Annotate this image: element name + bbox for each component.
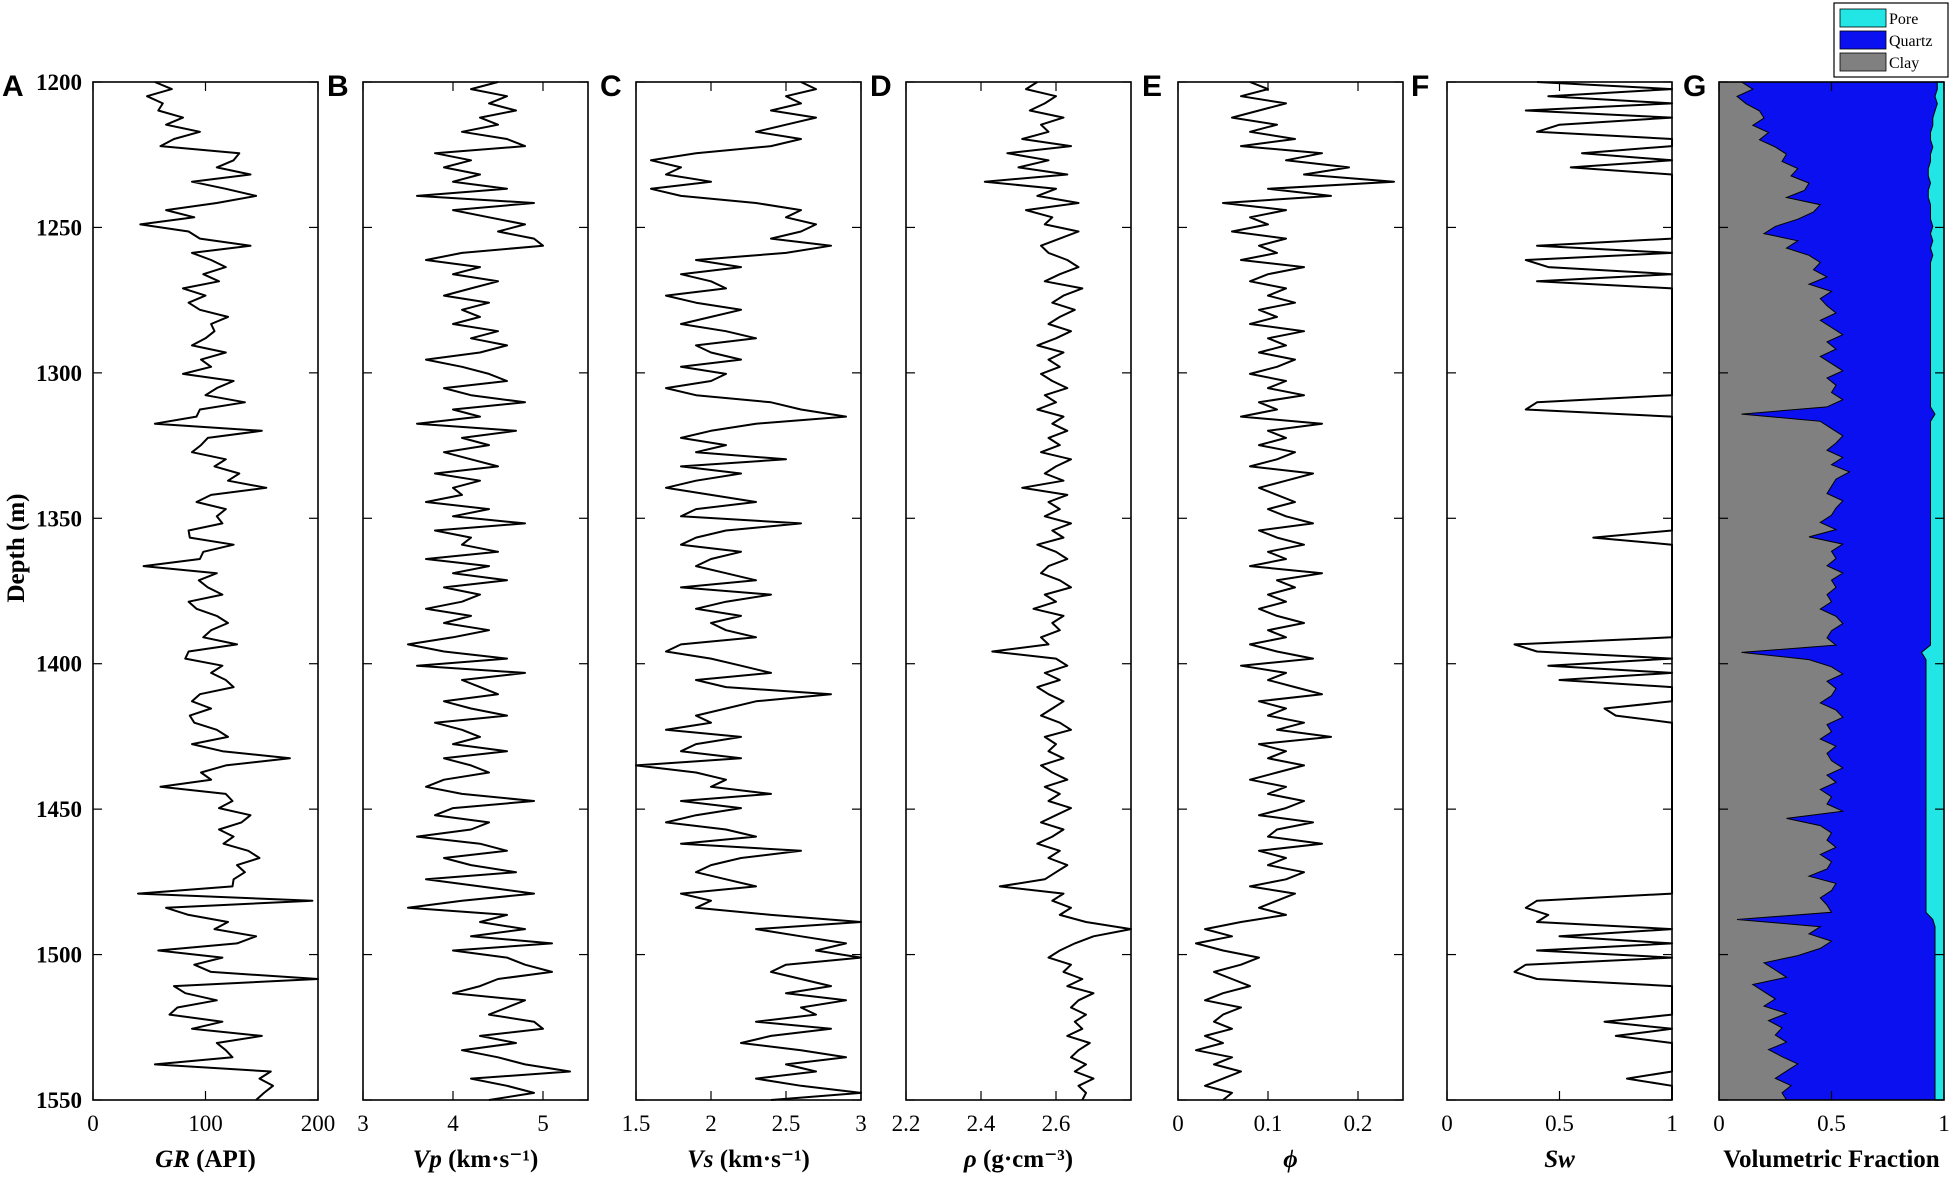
x-axis-title: Sw: [1544, 1146, 1575, 1173]
log-curve: [635, 81, 862, 1101]
panel-letter: A: [2, 70, 24, 103]
x-tick-label: 0: [1172, 1111, 1184, 1136]
panel-d: 2.2 2.4 2.6 Dρ (g·cm⁻³): [870, 70, 1132, 1173]
legend-swatch-pore: [1839, 8, 1887, 28]
x-tick-label: 0: [1713, 1111, 1725, 1136]
y-tick-label: 1300: [36, 361, 82, 386]
y-tick-label: 1400: [36, 652, 82, 677]
y-tick-label: 1500: [36, 943, 82, 968]
x-axis-unit: (API): [190, 1146, 256, 1173]
panel-letter: D: [870, 70, 892, 103]
y-tick-label: 1450: [36, 797, 82, 822]
x-axis-symbol: GR: [155, 1146, 190, 1173]
log-curve: [983, 81, 1132, 1101]
panel-letter: B: [327, 70, 349, 103]
x-tick-label: 100: [188, 1111, 223, 1136]
legend-swatch-quartz: [1839, 30, 1887, 50]
x-tick-label: 0: [87, 1111, 99, 1136]
x-tick-label: 4: [447, 1111, 459, 1136]
panel-f: 0 0.5 1 F Sw: [1411, 70, 1678, 1173]
x-axis-symbol: Vs: [687, 1146, 713, 1173]
x-axis-title: ϕ: [1283, 1146, 1297, 1173]
log-curve: [137, 81, 319, 1101]
x-axis-symbol: ρ: [963, 1146, 977, 1173]
x-tick-label: 2.6: [1042, 1111, 1071, 1136]
x-axis-title: GR (API): [155, 1146, 256, 1173]
y-tick-label: 1550: [36, 1088, 82, 1113]
x-axis-title: Vs (km·s⁻¹): [687, 1146, 810, 1173]
log-curve: [1513, 81, 1673, 1100]
panel-frame: [905, 81, 1132, 1101]
legend-swatch-clay: [1839, 52, 1887, 72]
x-axis-title: Volumetric Fraction: [1723, 1146, 1939, 1173]
x-axis-symbol: ϕ: [1283, 1146, 1297, 1173]
panel-letter: G: [1683, 70, 1706, 103]
panel-frame: [362, 81, 589, 1101]
log-curve: [1195, 81, 1395, 1101]
x-tick-label: 200: [301, 1111, 336, 1136]
x-axis-unit: (km·s⁻¹): [442, 1146, 538, 1173]
y-axis-title: Depth (m): [3, 493, 30, 602]
x-axis-unit: (km·s⁻¹): [714, 1146, 810, 1173]
x-tick-label: 0.2: [1344, 1111, 1373, 1136]
log-curve: [407, 81, 571, 1101]
legend-label-clay: Clay: [1889, 55, 1919, 72]
panel-a: 0 100 200 A GR (API): [2, 70, 335, 1173]
panel-e: 0 0.1 0.2 Eϕ: [1142, 70, 1404, 1173]
x-tick-label: 0.1: [1254, 1111, 1283, 1136]
x-tick-label: 0: [1441, 1111, 1453, 1136]
x-axis-unit: (g·cm⁻³): [977, 1146, 1073, 1173]
clay-area: [1718, 81, 1851, 1101]
x-tick-label: 1: [1938, 1111, 1950, 1136]
x-axis-unit: Volumetric Fraction: [1723, 1146, 1939, 1173]
x-tick-label: 3: [357, 1111, 369, 1136]
x-tick-label: 0.5: [1545, 1111, 1574, 1136]
y-tick-label: 1200: [36, 70, 82, 95]
x-tick-label: 2.5: [772, 1111, 801, 1136]
x-tick-label: 1.5: [622, 1111, 651, 1136]
x-tick-label: 2.4: [967, 1111, 996, 1136]
x-axis-symbol: Vp: [413, 1146, 442, 1173]
x-tick-label: 3: [855, 1111, 867, 1136]
panel-g: 0 0.5 1 G Volumetric Fraction: [1683, 70, 1950, 1173]
panel-letter: F: [1411, 70, 1429, 103]
x-tick-label: 5: [537, 1111, 549, 1136]
panel-c: 1.5 2 2.5 3 C Vs (km·s⁻¹): [600, 70, 867, 1173]
panel-letter: E: [1142, 70, 1162, 103]
legend-label-pore: Pore: [1889, 11, 1918, 28]
panel-letter: C: [600, 70, 622, 103]
panel-b: 3 4 5 B Vp (km·s⁻¹): [327, 70, 589, 1173]
legend-label-quartz: Quartz: [1889, 33, 1933, 50]
y-tick-labels: 1200 1250 1300 1350 1400 1450 1500 1550: [36, 70, 82, 1113]
legend: Pore Quartz Clay: [1833, 2, 1949, 78]
panel-frame: [635, 81, 862, 1101]
y-tick-label: 1250: [36, 215, 82, 240]
x-axis-symbol: Sw: [1544, 1146, 1575, 1173]
x-axis-title: ρ (g·cm⁻³): [963, 1146, 1073, 1173]
y-tick-label: 1350: [36, 506, 82, 531]
x-tick-label: 2: [705, 1111, 717, 1136]
x-tick-label: 2.2: [892, 1111, 921, 1136]
x-tick-label: 0.5: [1817, 1111, 1846, 1136]
x-tick-label: 1: [1666, 1111, 1678, 1136]
panel-frame: [1446, 81, 1673, 1101]
panel-frame: [92, 81, 319, 1101]
panel-frame: [1177, 81, 1404, 1101]
x-axis-title: Vp (km·s⁻¹): [413, 1146, 539, 1173]
